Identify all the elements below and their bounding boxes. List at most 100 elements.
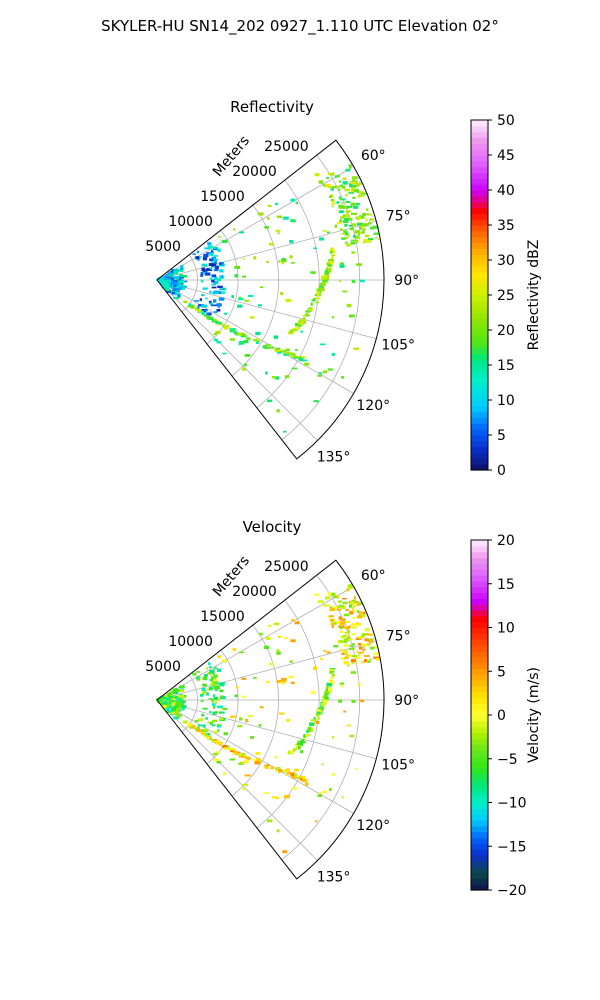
echo-gate: [276, 232, 281, 234]
echo-gate: [274, 376, 280, 380]
echo-gate: [318, 601, 324, 604]
echo-gate: [362, 643, 367, 646]
echo-gate: [359, 279, 365, 283]
echo-gate: [345, 168, 351, 172]
echo-gate: [366, 213, 370, 216]
echo-gate: [170, 690, 175, 693]
echo-gate: [234, 265, 241, 269]
echo-gate: [257, 304, 262, 307]
echo-gate: [184, 300, 187, 304]
colorbar-segment: [471, 306, 488, 314]
echo-gate: [276, 829, 280, 833]
echo-gate: [313, 717, 316, 720]
range-ring: [181, 674, 198, 733]
echo-gate: [369, 658, 372, 661]
echo-gate: [329, 607, 336, 612]
echo-gate: [264, 645, 270, 650]
echo-gate: [306, 730, 310, 733]
echo-gate: [330, 592, 336, 596]
echo-gate: [256, 758, 262, 761]
echo-gate: [232, 648, 237, 651]
echo-gate: [309, 310, 313, 312]
echo-gate: [368, 633, 373, 636]
echo-gate: [331, 624, 334, 628]
echo-gate: [202, 257, 208, 261]
echo-gate: [207, 242, 212, 246]
echo-gate: [255, 341, 259, 345]
echo-gate: [171, 279, 175, 284]
echo-gate: [316, 297, 321, 300]
colorbar-tick-label: 10: [497, 393, 515, 409]
colorbar-segment: [471, 662, 488, 669]
echo-gate: [214, 711, 218, 714]
echo-gate: [248, 294, 254, 297]
echo-gate: [238, 231, 245, 234]
colorbar-segment: [471, 370, 488, 378]
echo-gate: [211, 283, 217, 286]
echo-gate: [343, 643, 349, 648]
echo-gate: [165, 707, 170, 711]
colorbar-tick-label: 25: [497, 288, 515, 304]
colorbar-segment: [471, 808, 488, 815]
echo-gate: [367, 238, 374, 241]
echo-gate: [350, 658, 356, 663]
echo-gate: [282, 850, 288, 854]
echo-gate: [366, 208, 369, 211]
colorbar-segment: [471, 750, 488, 757]
echo-gate: [362, 613, 365, 618]
echo-gate: [349, 734, 355, 738]
echo-gate: [295, 201, 298, 205]
echo-gate: [217, 321, 222, 324]
echo-gate: [229, 748, 236, 750]
echo-gate: [359, 635, 365, 639]
echo-gate: [181, 705, 187, 708]
echo-gate: [198, 304, 204, 307]
echo-gate: [244, 334, 247, 337]
echo-gate: [221, 711, 225, 714]
echo-gate: [354, 180, 358, 184]
echo-gate: [338, 204, 344, 207]
azimuth-spoke: [156, 640, 377, 701]
echo-gate: [348, 165, 352, 169]
echo-gate: [219, 275, 223, 279]
echo-gate: [282, 349, 287, 353]
echo-gate: [335, 175, 340, 178]
echo-gate: [233, 331, 238, 333]
echo-gate: [353, 347, 360, 350]
echo-gate: [331, 316, 335, 319]
echo-gate: [340, 685, 344, 688]
echo-gate: [173, 284, 177, 288]
echo-gate: [331, 205, 334, 208]
echo-gate: [327, 688, 332, 692]
echo-gate: [351, 623, 356, 626]
echo-gate: [339, 625, 343, 627]
echo-gate: [343, 613, 350, 617]
echo-gate: [314, 593, 320, 596]
colorbar-segment: [471, 400, 488, 407]
colorbar-segment: [471, 242, 488, 249]
echo-gate: [299, 319, 305, 322]
echo-gate: [200, 279, 204, 283]
colorbar-segment: [471, 149, 488, 156]
echo-gate: [346, 205, 353, 208]
echo-gate: [310, 307, 313, 311]
echo-gate: [202, 683, 207, 687]
echo-gate: [213, 758, 219, 762]
echo-gate: [298, 323, 305, 326]
echo-gate: [362, 223, 367, 227]
colorbar-tick-label: 50: [497, 113, 515, 129]
echo-gate: [358, 614, 362, 617]
echo-gate: [209, 277, 213, 281]
echo-gate: [343, 638, 350, 642]
echo-gate: [283, 637, 288, 640]
colorbar-tick-label: 20: [497, 533, 515, 549]
echo-gate: [203, 314, 207, 317]
echo-gate: [300, 330, 303, 333]
echo-gate: [330, 680, 333, 684]
echo-gate: [328, 186, 334, 189]
echo-gate: [342, 177, 347, 181]
echo-gate: [301, 359, 308, 362]
echo-gate: [349, 611, 354, 615]
echo-gate: [211, 256, 216, 259]
